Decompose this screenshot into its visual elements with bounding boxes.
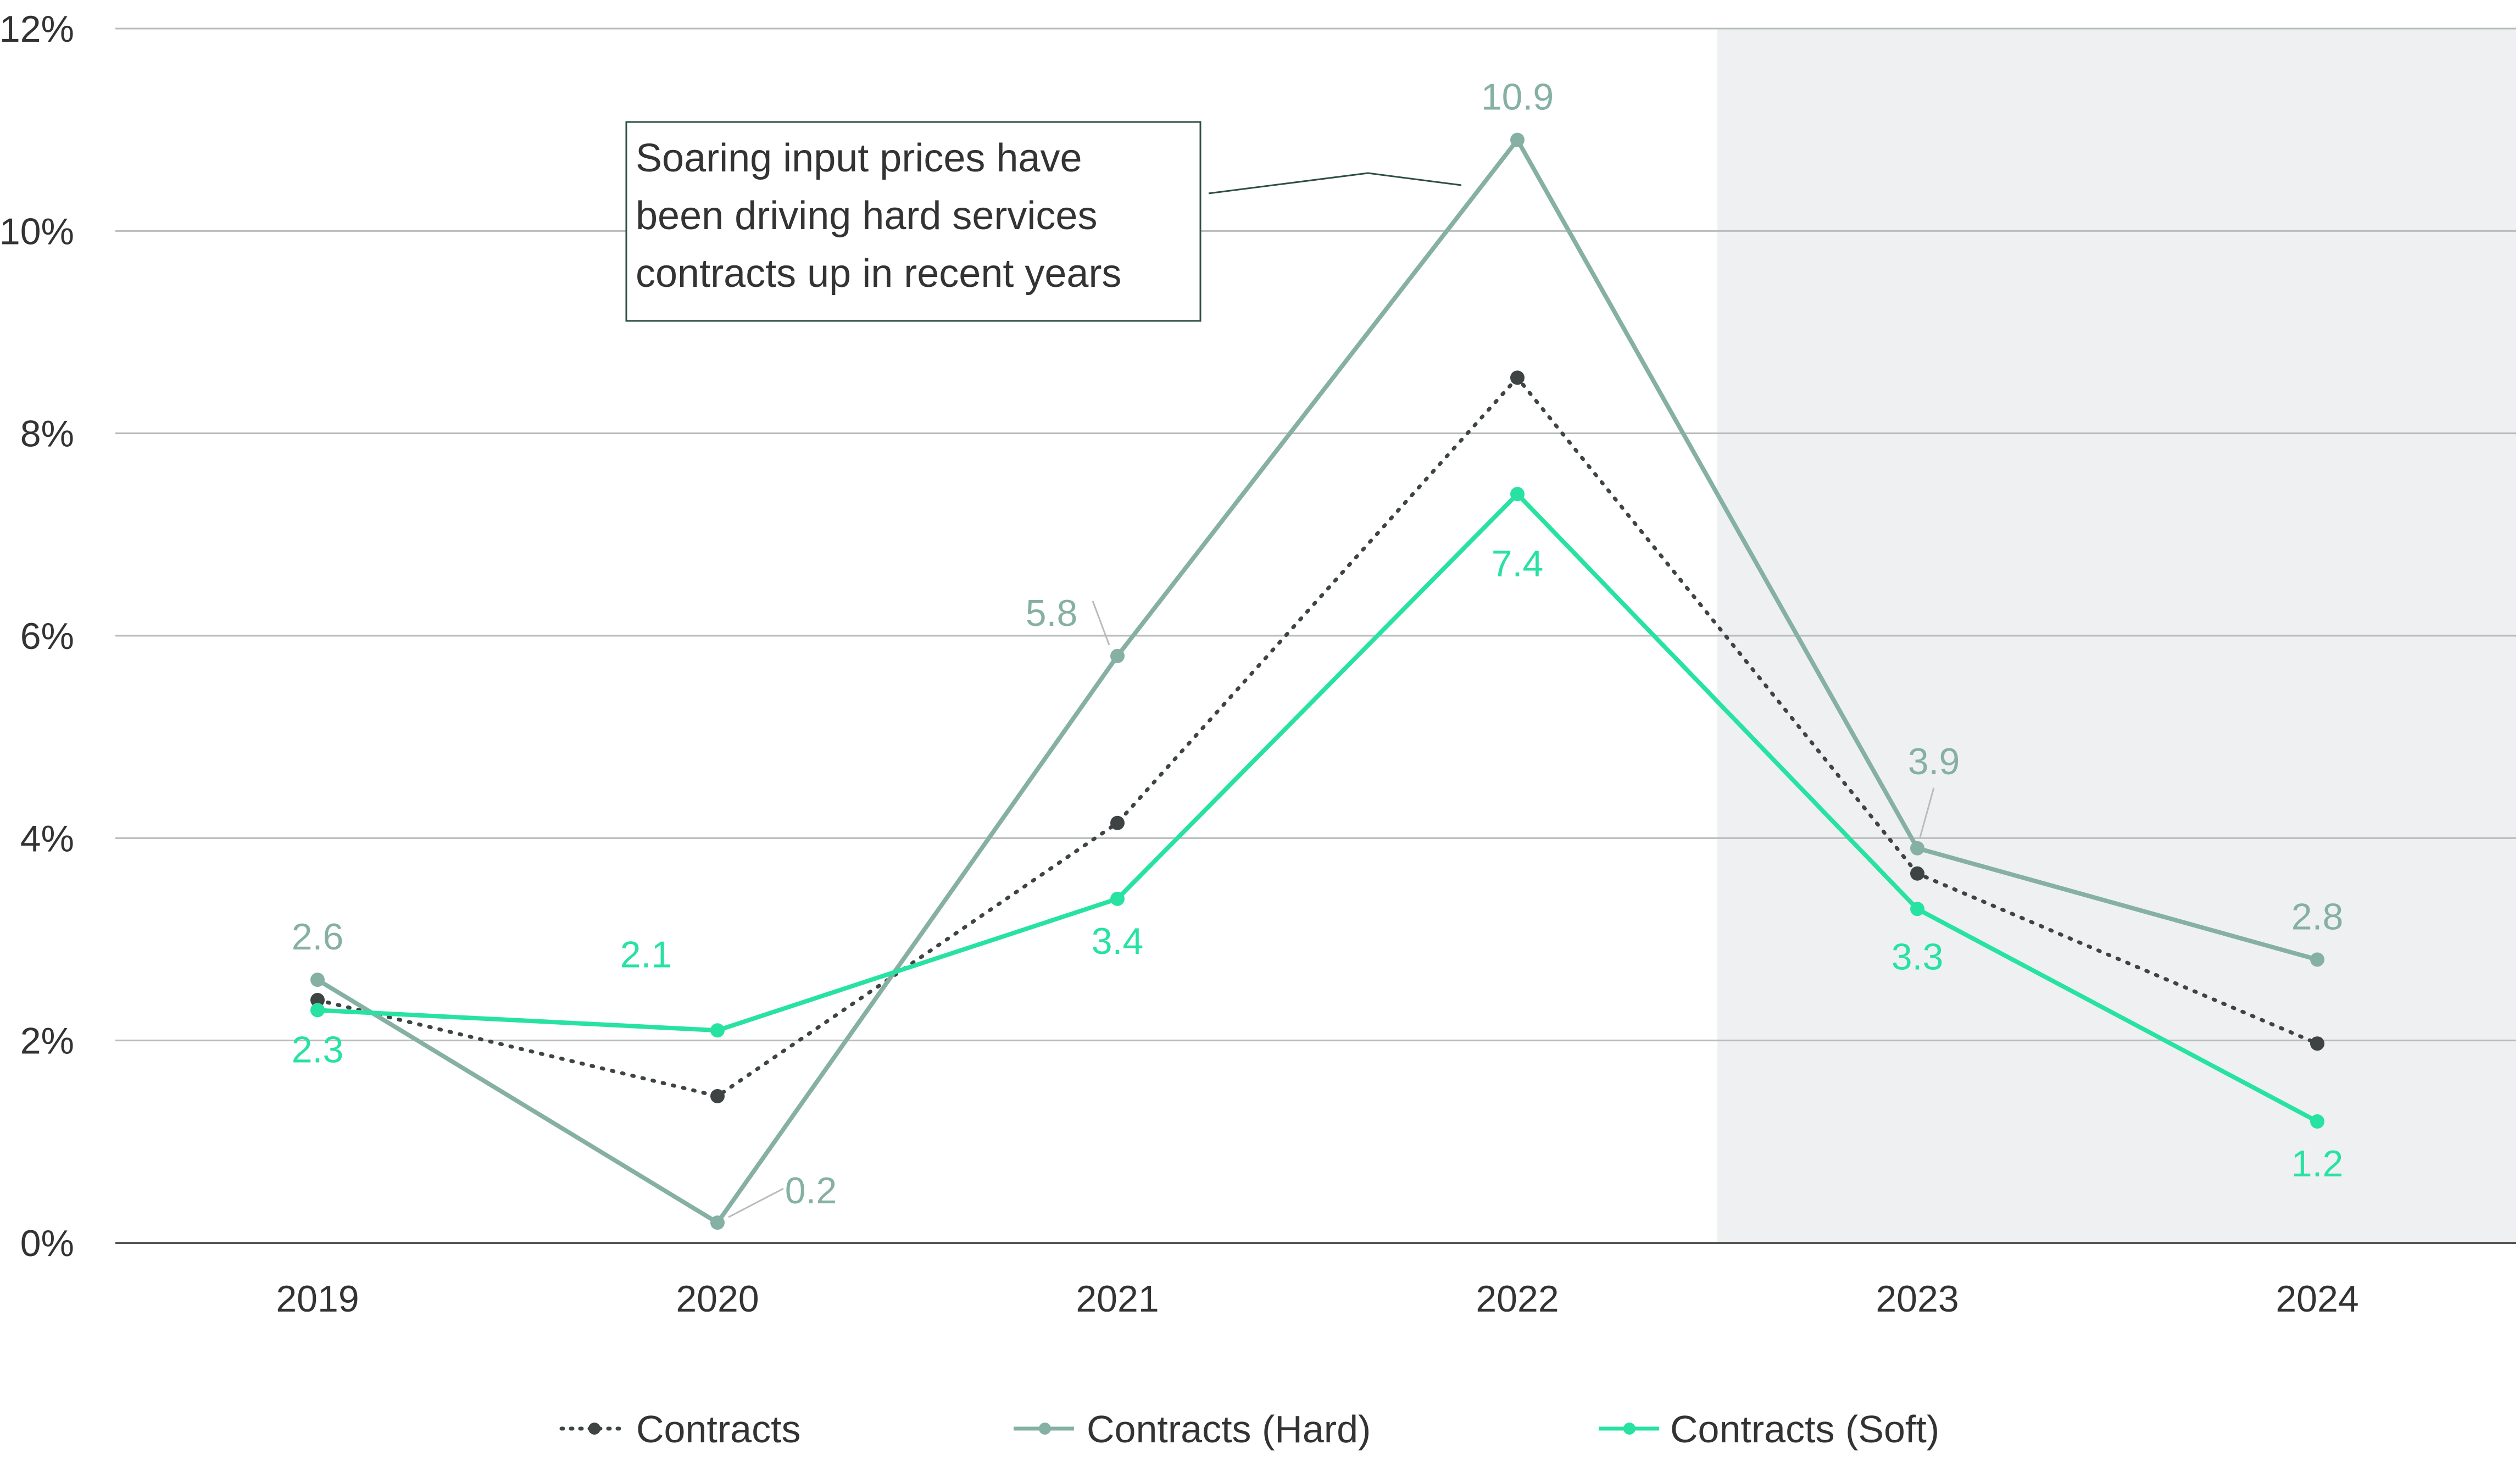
data-label-leader bbox=[1092, 601, 1110, 646]
legend-item-contracts: Contracts bbox=[559, 1408, 801, 1451]
y-tick-label: 4% bbox=[20, 818, 74, 859]
y-tick-label: 8% bbox=[20, 413, 74, 455]
series-point-0 bbox=[1510, 370, 1525, 385]
series-point-2 bbox=[310, 1003, 325, 1018]
series-point-1 bbox=[1510, 132, 1525, 147]
annotation-line-2: been driving hard services bbox=[636, 194, 1097, 238]
legend-label-contracts-hard: Contracts (Hard) bbox=[1087, 1408, 1371, 1451]
y-axis: 0% 2% 4% 6% 8% 10% 12% bbox=[0, 8, 74, 1264]
data-label: 7.4 bbox=[1492, 543, 1544, 585]
legend-marker-contracts-soft bbox=[1623, 1423, 1636, 1435]
x-tick-label: 2020 bbox=[676, 1278, 759, 1320]
series-point-1 bbox=[1110, 648, 1125, 663]
legend: Contracts Contracts (Hard) Contracts (So… bbox=[559, 1408, 1939, 1451]
data-label: 2.3 bbox=[292, 1029, 344, 1070]
y-tick-label: 10% bbox=[0, 210, 74, 252]
legend-label-contracts: Contracts bbox=[636, 1408, 801, 1451]
series-point-1 bbox=[2310, 952, 2324, 967]
series-point-2 bbox=[710, 1023, 725, 1038]
y-tick-label: 12% bbox=[0, 8, 74, 50]
legend-label-contracts-soft: Contracts (Soft) bbox=[1670, 1408, 1939, 1451]
x-tick-label: 2019 bbox=[276, 1278, 359, 1320]
data-label-leader bbox=[728, 1187, 784, 1218]
data-label: 5.8 bbox=[1026, 592, 1078, 634]
x-tick-label: 2023 bbox=[1876, 1278, 1959, 1320]
y-tick-label: 2% bbox=[20, 1020, 74, 1062]
annotation: Soaring input prices have been driving h… bbox=[625, 121, 1462, 322]
x-tick-label: 2022 bbox=[1476, 1278, 1559, 1320]
gridlines bbox=[115, 27, 2516, 1244]
series-point-0 bbox=[310, 993, 325, 1007]
series-point-1 bbox=[1910, 841, 1924, 856]
data-label: 3.3 bbox=[1892, 936, 1944, 977]
data-label: 3.9 bbox=[1908, 741, 1960, 782]
annotation-line-1: Soaring input prices have bbox=[636, 136, 1082, 180]
y-tick-label: 6% bbox=[20, 615, 74, 657]
legend-marker-contracts-hard bbox=[1039, 1423, 1051, 1435]
x-axis: 2019 2020 2021 2022 2023 2024 bbox=[276, 1278, 2358, 1320]
x-tick-label: 2024 bbox=[2276, 1278, 2358, 1320]
annotation-line-3: contracts up in recent years bbox=[636, 252, 1121, 296]
x-tick-label: 2021 bbox=[1076, 1278, 1159, 1320]
series-point-0 bbox=[1110, 815, 1125, 830]
annotation-box bbox=[625, 121, 1201, 322]
series-line-1 bbox=[315, 137, 2319, 1225]
data-label: 10.9 bbox=[1481, 76, 1554, 118]
series-point-2 bbox=[1110, 891, 1125, 906]
data-label: 3.4 bbox=[1092, 920, 1144, 962]
series-point-2 bbox=[1910, 902, 1924, 917]
series-point-2 bbox=[2310, 1114, 2324, 1129]
data-label: 1.2 bbox=[2291, 1143, 2344, 1185]
data-label: 2.6 bbox=[292, 916, 344, 958]
series-point-0 bbox=[2310, 1036, 2324, 1051]
legend-item-contracts-hard: Contracts (Hard) bbox=[1014, 1408, 1371, 1451]
data-label: 0.2 bbox=[785, 1170, 837, 1212]
series-group bbox=[310, 132, 2324, 1230]
series-point-0 bbox=[710, 1088, 725, 1103]
data-labels: 2.6 0.2 5.8 10.9 3.9 2.8 2.3 2.1 3.4 7.4 3.3 1.2 bbox=[292, 76, 2344, 1218]
data-label: 2.1 bbox=[620, 934, 672, 975]
series-point-1 bbox=[310, 973, 325, 987]
annotation-leader-line bbox=[1208, 172, 1462, 195]
series-line-2 bbox=[315, 492, 2319, 1124]
legend-item-contracts-soft: Contracts (Soft) bbox=[1599, 1408, 1939, 1451]
data-label: 2.8 bbox=[2291, 896, 2344, 937]
series-point-1 bbox=[710, 1215, 725, 1230]
series-point-2 bbox=[1510, 487, 1525, 502]
legend-marker-contracts bbox=[588, 1423, 600, 1435]
y-tick-label: 0% bbox=[20, 1223, 74, 1264]
data-label-leader bbox=[1919, 787, 1935, 838]
series-point-0 bbox=[1910, 866, 1924, 881]
series-line-0 bbox=[315, 375, 2319, 1098]
